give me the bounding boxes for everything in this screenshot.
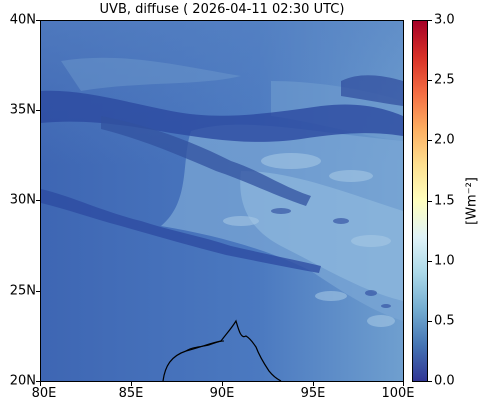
lon-tick-95e: 95E — [300, 386, 326, 401]
uvb-field-map — [41, 21, 403, 381]
lat-tick-20n: 20N — [9, 373, 36, 389]
colorbar-gradient — [413, 21, 427, 381]
colorbar-tick: 0.0 — [434, 373, 455, 389]
lat-tick-40n: 40N — [9, 12, 36, 28]
lat-tick-30n: 30N — [9, 192, 36, 208]
colorbar-tick: 0.5 — [434, 313, 455, 329]
lon-tick-100e: 100E — [381, 386, 415, 401]
colorbar-tick: 2.0 — [434, 132, 455, 148]
coastline — [162, 319, 282, 381]
colorbar — [412, 20, 428, 382]
colorbar-tick: 3.0 — [434, 12, 455, 28]
colorbar-tick: 1.5 — [434, 193, 455, 209]
lon-tick-85e: 85E — [118, 386, 144, 401]
lat-tick-35n: 35N — [9, 102, 36, 118]
colorbar-tick: 2.5 — [434, 72, 455, 88]
colorbar-label: [Wm⁻²] — [464, 177, 480, 225]
lat-tick-25n: 25N — [9, 283, 36, 299]
map-panel — [40, 20, 404, 382]
lon-tick-80e: 80E — [31, 386, 57, 401]
colorbar-tick: 1.0 — [434, 253, 455, 269]
lon-tick-90e: 90E — [209, 386, 235, 401]
plot-title: UVB, diffuse ( 2026-04-11 02:30 UTC) — [99, 2, 345, 17]
